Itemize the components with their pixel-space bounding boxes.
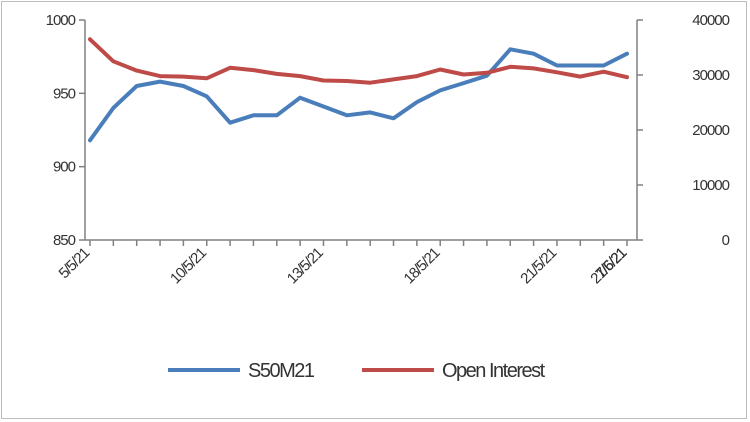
x-axis-ticks: 5/5/21 10/5/21 13/5/21 18/5/21 21/5/21 27/5/2… <box>56 240 631 287</box>
left-tick-label: 900 <box>53 159 76 176</box>
legend-label: Open Interest <box>442 360 546 382</box>
series-line-open-interest <box>88 37 629 85</box>
left-tick-label: 950 <box>53 85 76 102</box>
right-tick-label: 10000 <box>692 177 729 194</box>
x-tick-label: 13/5/21 <box>284 244 327 287</box>
right-tick-label: 30000 <box>692 67 729 84</box>
right-tick-label: 20000 <box>692 122 729 139</box>
x-tick-label: 7/6/21 <box>593 244 631 282</box>
series-lines <box>88 37 629 143</box>
legend: S50M21 Open Interest <box>168 360 547 382</box>
right-tick-label: 0 <box>722 232 730 249</box>
left-tick-label: 850 <box>53 232 76 249</box>
x-tick-label: 18/5/21 <box>401 244 444 287</box>
legend-label: S50M21 <box>248 360 315 382</box>
axes <box>84 20 638 241</box>
x-tick-label: 10/5/21 <box>167 244 210 287</box>
series-line-s50m21 <box>88 47 629 143</box>
left-tick-label: 1000 <box>46 12 76 29</box>
x-tick-label: 5/5/21 <box>56 244 94 282</box>
right-axis-ticks: 0 10000 20000 30000 40000 <box>637 12 731 249</box>
x-tick-label: 21/5/21 <box>517 244 560 287</box>
right-tick-label: 40000 <box>692 12 729 29</box>
left-axis-ticks: 850 900 950 1000 <box>46 12 85 249</box>
